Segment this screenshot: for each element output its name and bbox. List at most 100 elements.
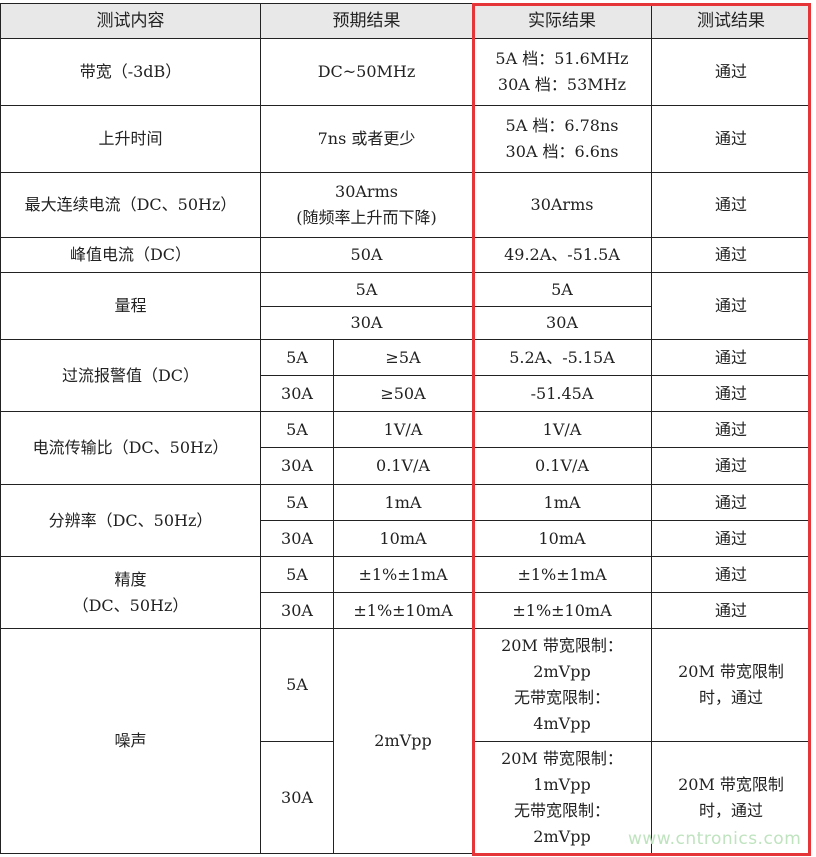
header-test-item: 测试内容	[0, 3, 261, 39]
cell-range: 30A	[260, 741, 334, 854]
cell-actual: ±1%±10mA	[472, 592, 652, 629]
cell-result: 通过	[651, 172, 811, 238]
cell-actual: 5A 档：6.78ns 30A 档：6.6ns	[472, 105, 652, 173]
table-row: 峰值电流（DC） 50A 49.2A、-51.5A 通过	[0, 237, 811, 273]
text-line: 2mVpp	[533, 662, 591, 681]
cell-result: 通过	[651, 556, 811, 593]
table-row: 最大连续电流（DC、50Hz） 30Arms (随频率上升而下降) 30Arms …	[0, 172, 811, 238]
cell-expected: 1V/A	[333, 411, 473, 448]
cell-result: 通过	[651, 272, 811, 340]
text-line: 20M 带宽限制：	[501, 636, 623, 655]
header-actual: 实际结果	[472, 3, 652, 39]
text-line: 20M 带宽限制：	[501, 748, 623, 768]
text-line: 4mVpp	[533, 714, 591, 733]
cell-actual: 20M 带宽限制： 2mVpp 无带宽限制： 4mVpp	[472, 628, 652, 742]
cell-actual: 1V/A	[472, 411, 652, 448]
text-line: 20M 带宽限制	[678, 774, 784, 794]
cell-expected: ≥50A	[333, 375, 473, 412]
cell-range: 5A	[260, 339, 334, 376]
text-line: （DC、50Hz）	[72, 595, 189, 615]
cell-result: 通过	[651, 447, 811, 485]
cell-expected: 7ns 或者更少	[260, 105, 473, 173]
text-line: 无带宽限制：	[513, 800, 610, 820]
text-line: 无带宽限制：	[513, 688, 610, 707]
cell-range: 30A	[260, 375, 334, 412]
cell-item: 精度 （DC、50Hz）	[0, 556, 261, 629]
text-line: 精度	[114, 569, 147, 589]
cell-expected: 5A	[260, 272, 473, 307]
cell-result: 通过	[651, 484, 811, 521]
cell-actual: 5A 档：51.6MHz 30A 档：53MHz	[472, 38, 652, 106]
table-row: 分辨率（DC、50Hz） 5A 1mA 1mA 通过	[0, 484, 811, 557]
cell-result: 通过	[651, 105, 811, 173]
table-row: 30A 10mA 10mA 通过	[1, 520, 811, 557]
cell-actual: 1mA	[472, 484, 652, 521]
cell-expected: 10mA	[333, 520, 473, 557]
cell-expected: 1mA	[333, 484, 473, 521]
text-line: 2mVpp	[533, 826, 591, 846]
cell-result: 20M 带宽限制 时，通过	[651, 741, 811, 854]
cell-expected: 50A	[260, 237, 473, 273]
text-line: 1mVpp	[533, 774, 591, 794]
cell-item: 分辨率（DC、50Hz）	[0, 484, 261, 557]
cell-range: 5A	[260, 628, 334, 742]
text-line: 时，通过	[698, 800, 763, 820]
cell-item: 过流报警值（DC）	[0, 339, 261, 412]
cell-expected: ≥5A	[333, 339, 473, 376]
cell-expected: 30Arms (随频率上升而下降)	[260, 172, 473, 238]
cell-result: 通过	[651, 38, 811, 106]
cell-actual: ±1%±1mA	[472, 556, 652, 593]
text-line: (随频率上升而下降)	[296, 208, 437, 227]
cell-actual: 5.2A、-5.15A	[472, 339, 652, 376]
cell-item: 上升时间	[0, 105, 261, 173]
cell-result: 通过	[651, 237, 811, 273]
cell-actual: 30A	[472, 306, 652, 340]
cell-expected: 2mVpp	[333, 628, 473, 854]
text-line: 30A 档：53MHz	[497, 75, 627, 94]
cell-actual: 0.1V/A	[472, 447, 652, 485]
table-row: 噪声 5A 2mVpp 20M 带宽限制： 2mVpp 无带宽限制： 4mVpp 20…	[0, 628, 811, 854]
table-row: 过流报警值（DC） 5A ≥5A 5.2A、-5.15A 通过	[0, 339, 811, 412]
cell-item: 电流传输比（DC、50Hz）	[0, 411, 261, 485]
cell-result: 通过	[651, 411, 811, 448]
cell-expected: 30A	[260, 306, 473, 340]
table-row: 精度 （DC、50Hz） 5A ±1%±1mA ±1%±1mA 通过	[0, 556, 811, 629]
cell-result: 20M 带宽限制 时，通过	[651, 628, 811, 742]
header-row: 测试内容 预期结果 实际结果 测试结果	[0, 3, 811, 39]
header-expected: 预期结果	[260, 3, 473, 39]
table-row: 30A 20M 带宽限制： 1mVpp 无带宽限制： 2mVpp 20M 带宽限制 时，…	[1, 741, 811, 854]
table-row: 带宽（-3dB） DC~50MHz 5A 档：51.6MHz 30A 档：53MH…	[0, 38, 811, 106]
cell-actual: 49.2A、-51.5A	[472, 237, 652, 273]
text-line: 5A 档：51.6MHz	[495, 49, 629, 68]
cell-result: 通过	[651, 375, 811, 412]
cell-result: 通过	[651, 592, 811, 629]
cell-expected: 0.1V/A	[333, 447, 473, 485]
cell-range: 5A	[260, 411, 334, 448]
table-row: 上升时间 7ns 或者更少 5A 档：6.78ns 30A 档：6.6ns 通过	[0, 105, 811, 173]
text-line: 5A 档：6.78ns	[505, 116, 619, 135]
table-row: 30A ±1%±10mA ±1%±10mA 通过	[1, 592, 811, 629]
cell-actual: 10mA	[472, 520, 652, 557]
cell-expected: ±1%±1mA	[333, 556, 473, 593]
test-results-table: 测试内容 预期结果 实际结果 测试结果 带宽（-3dB） DC~50MHz 5A…	[0, 3, 811, 854]
cell-item: 最大连续电流（DC、50Hz）	[0, 172, 261, 238]
table-row: 30A 30A	[1, 306, 811, 340]
cell-range: 30A	[260, 520, 334, 557]
text-line: 时，通过	[698, 688, 763, 707]
cell-result: 通过	[651, 520, 811, 557]
cell-actual: 5A	[472, 272, 652, 307]
watermark: www.cntronics.com	[628, 829, 802, 849]
cell-actual: 20M 带宽限制： 1mVpp 无带宽限制： 2mVpp	[472, 741, 652, 854]
table-row: 30A ≥50A -51.45A 通过	[1, 375, 811, 412]
cell-item: 带宽（-3dB）	[0, 38, 261, 106]
cell-item: 噪声	[0, 628, 261, 854]
cell-item: 峰值电流（DC）	[0, 237, 261, 273]
text-line: 30Arms	[335, 182, 398, 201]
cell-expected: DC~50MHz	[260, 38, 473, 106]
cell-result: 通过	[651, 339, 811, 376]
table-row: 电流传输比（DC、50Hz） 5A 1V/A 1V/A 通过	[0, 411, 811, 485]
cell-expected: ±1%±10mA	[333, 592, 473, 629]
table-row: 30A 0.1V/A 0.1V/A 通过	[1, 447, 811, 485]
cell-actual: 30Arms	[472, 172, 652, 238]
cell-range: 30A	[260, 447, 334, 485]
